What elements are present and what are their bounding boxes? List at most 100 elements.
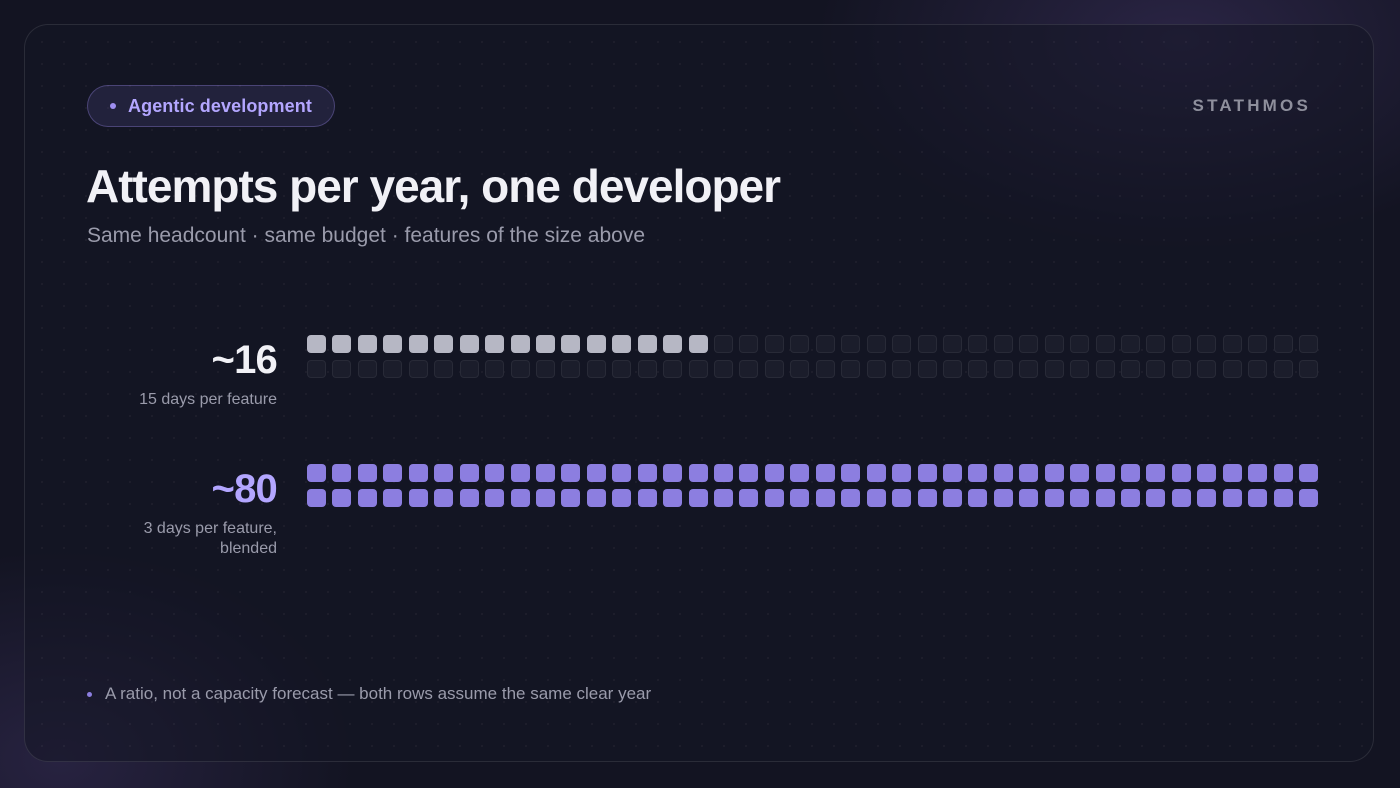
waffle-square-baseline-empty	[1248, 335, 1268, 353]
waffle-square-agentic-filled	[459, 464, 479, 482]
waffle-square-baseline-empty	[917, 335, 937, 353]
waffle-square-agentic-filled	[917, 489, 937, 507]
waffle-square-baseline-empty	[1248, 360, 1268, 378]
waffle-square-agentic-filled	[1121, 464, 1140, 482]
category-tag: Agentic development	[87, 85, 335, 127]
waffle-square-baseline-empty	[459, 360, 479, 378]
waffle-square-agentic-filled	[1299, 489, 1319, 507]
waffle-square-agentic-filled	[383, 464, 403, 482]
waffle-square-baseline-empty	[1299, 360, 1319, 378]
waffle-square-agentic-filled	[357, 489, 377, 507]
waffle-square-agentic-filled	[586, 489, 606, 507]
waffle-square-baseline-filled	[434, 335, 454, 353]
waffle-square-agentic-filled	[892, 489, 912, 507]
waffle-square-baseline-empty	[1222, 360, 1242, 378]
waffle-square-baseline-filled	[561, 335, 581, 353]
waffle-square-baseline-empty	[612, 360, 632, 378]
waffle-square-baseline-empty	[892, 360, 912, 378]
waffle-square-agentic-filled	[535, 464, 555, 482]
waffle-square-baseline-filled	[510, 335, 530, 353]
waffle-square-baseline-empty	[663, 360, 683, 378]
waffle-square-agentic-filled	[764, 464, 784, 482]
waffle-square-baseline-empty	[764, 335, 784, 353]
waffle-square-baseline-empty	[942, 335, 962, 353]
waffle-square-baseline-empty	[637, 360, 657, 378]
waffle-square-agentic-filled	[714, 464, 733, 482]
waffle-square-agentic-filled	[637, 464, 657, 482]
waffle-square-baseline-empty	[714, 360, 733, 378]
page-title: Attempts per year, one developer	[86, 160, 781, 212]
waffle-square-baseline-empty	[917, 360, 937, 378]
waffle-square-agentic-filled	[942, 489, 962, 507]
waffle-square-baseline-filled	[637, 335, 657, 353]
waffle-square-agentic-filled	[408, 489, 428, 507]
waffle-square-baseline-empty	[1299, 335, 1319, 353]
waffle-square-baseline-empty	[535, 360, 555, 378]
waffle-square-baseline-empty	[1121, 360, 1140, 378]
waffle-square-baseline-empty	[1197, 360, 1217, 378]
waffle-square-baseline-empty	[357, 360, 377, 378]
waffle-square-agentic-filled	[841, 489, 861, 507]
waffle-square-agentic-filled	[1019, 464, 1039, 482]
waffle-square-agentic-filled	[612, 489, 632, 507]
waffle-square-baseline-empty	[1019, 335, 1039, 353]
row-value-agentic: ~80	[211, 467, 278, 511]
content-card: Agentic development STATHMOS Attempts pe…	[24, 24, 1374, 762]
waffle-square-agentic-filled	[510, 489, 530, 507]
waffle-square-baseline-empty	[510, 360, 530, 378]
waffle-square-baseline-filled	[535, 335, 555, 353]
waffle-square-baseline-empty	[815, 360, 835, 378]
waffle-square-agentic-filled	[485, 464, 505, 482]
waffle-square-agentic-filled	[561, 464, 581, 482]
waffle-square-baseline-empty	[892, 335, 912, 353]
waffle-square-baseline-empty	[1044, 335, 1064, 353]
waffle-square-baseline-filled	[357, 335, 377, 353]
waffle-square-agentic-filled	[1171, 489, 1191, 507]
waffle-square-agentic-filled	[586, 464, 606, 482]
waffle-square-baseline-empty	[1171, 335, 1191, 353]
waffle-square-agentic-filled	[434, 489, 454, 507]
category-tag-label: Agentic development	[128, 95, 312, 116]
waffle-square-baseline-empty	[993, 335, 1013, 353]
waffle-square-agentic-filled	[485, 489, 505, 507]
waffle-square-agentic-filled	[968, 464, 988, 482]
waffle-square-agentic-filled	[815, 489, 835, 507]
waffle-square-agentic-filled	[434, 464, 454, 482]
waffle-square-baseline-empty	[1146, 360, 1166, 378]
waffle-square-baseline-empty	[1222, 335, 1242, 353]
waffle-square-baseline-empty	[1019, 360, 1039, 378]
tag-dot-icon	[110, 103, 116, 109]
waffle-square-agentic-filled	[1273, 464, 1293, 482]
waffle-square-baseline-empty	[383, 360, 403, 378]
waffle-square-baseline-filled	[459, 335, 479, 353]
waffle-square-baseline-empty	[790, 335, 810, 353]
waffle-square-agentic-filled	[1044, 464, 1064, 482]
waffle-square-agentic-filled	[968, 489, 988, 507]
waffle-square-agentic-filled	[535, 489, 555, 507]
waffle-square-agentic-filled	[1197, 489, 1217, 507]
waffle-square-agentic-filled	[1248, 489, 1268, 507]
waffle-square-agentic-filled	[1019, 489, 1039, 507]
waffle-square-baseline-empty	[1197, 335, 1217, 353]
brand-wordmark: STATHMOS	[1192, 96, 1311, 115]
waffle-square-agentic-filled	[1248, 464, 1268, 482]
footnote-text: A ratio, not a capacity forecast — both …	[105, 684, 652, 703]
waffle-square-baseline-empty	[1121, 335, 1140, 353]
waffle-square-baseline-empty	[1273, 335, 1293, 353]
waffle-square-baseline-filled	[408, 335, 428, 353]
waffle-square-agentic-filled	[714, 489, 733, 507]
waffle-square-agentic-filled	[917, 464, 937, 482]
waffle-square-baseline-empty	[714, 335, 733, 353]
waffle-square-baseline-empty	[586, 360, 606, 378]
waffle-square-agentic-filled	[993, 489, 1013, 507]
waffle-square-agentic-filled	[866, 464, 886, 482]
waffle-square-baseline-empty	[485, 360, 505, 378]
row-value-baseline: ~16	[211, 338, 278, 382]
page-subtitle: Same headcount · same budget · features …	[87, 224, 646, 247]
waffle-square-baseline-filled	[307, 335, 326, 353]
waffle-square-agentic-filled	[688, 489, 708, 507]
waffle-square-baseline-empty	[866, 335, 886, 353]
waffle-square-agentic-filled	[459, 489, 479, 507]
waffle-square-agentic-filled	[332, 464, 352, 482]
